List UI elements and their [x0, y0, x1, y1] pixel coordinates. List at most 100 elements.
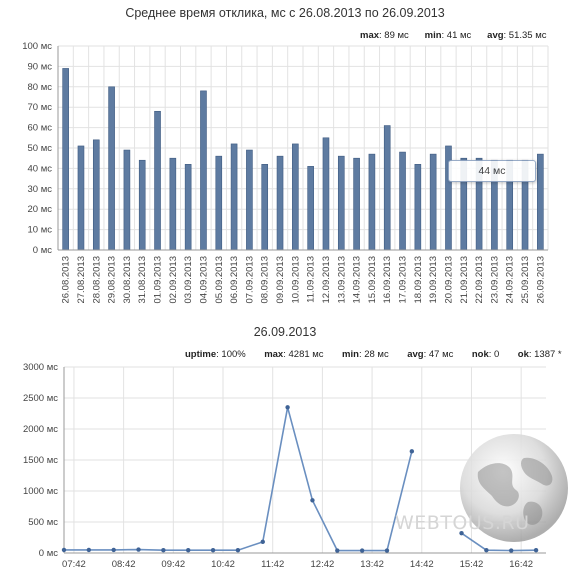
y-tick-label: 3000 мс — [23, 362, 58, 373]
bar — [138, 159, 146, 251]
bar — [307, 166, 314, 251]
y-tick-label: 1000 мс — [23, 486, 58, 497]
data-point — [459, 530, 464, 536]
bar — [108, 86, 115, 251]
bar-chart-title: Среднее время отклика, мс с 26.08.2013 п… — [125, 6, 445, 20]
stat-min: min: 28 мс — [342, 349, 389, 360]
x-tick-label: 28.08.2013 — [91, 256, 102, 304]
bar — [368, 153, 376, 251]
data-point — [509, 548, 514, 553]
data-point — [335, 548, 340, 553]
data-point — [210, 548, 216, 553]
data-point — [310, 498, 315, 503]
y-tick-label: 40 мс — [28, 163, 53, 174]
x-tick-label: 16:42 — [509, 559, 533, 570]
x-tick-label: 07.09.2013 — [244, 256, 255, 304]
y-tick-label: 70 мс — [28, 102, 53, 113]
data-point — [161, 548, 166, 553]
y-tick-label: 0 мс — [39, 548, 58, 559]
x-tick-label: 10.09.2013 — [290, 256, 301, 304]
bar — [399, 151, 406, 251]
x-tick-label: 31.08.2013 — [137, 256, 148, 304]
y-tick-label: 100 мс — [22, 41, 52, 52]
x-tick-label: 20.09.2013 — [443, 256, 454, 304]
y-tick-label: 2500 мс — [23, 393, 58, 404]
x-tick-label: 17.09.2013 — [398, 256, 409, 304]
stat-avg: avg: 47 мс — [407, 349, 454, 360]
x-tick-label: 10:42 — [211, 559, 235, 570]
bar — [537, 153, 544, 251]
bar-tooltip: 44 мс — [448, 160, 536, 182]
y-tick-label: 500 мс — [28, 517, 58, 528]
x-tick-label: 26.09.2013 — [535, 256, 546, 304]
x-tick-label: 22.09.2013 — [474, 256, 485, 304]
data-point — [384, 548, 390, 553]
y-tick-label: 30 мс — [28, 184, 53, 195]
x-tick-label: 14.09.2013 — [352, 256, 363, 304]
x-tick-label: 11:42 — [261, 559, 284, 570]
line-chart-stats: uptime: 100% max: 4281 мс min: 28 мс avg… — [185, 349, 562, 360]
x-tick-label: 15:42 — [460, 559, 484, 570]
y-tick-label: 50 мс — [28, 143, 53, 154]
x-tick-label: 19.09.2013 — [428, 256, 439, 304]
bar — [123, 149, 131, 251]
watermark-text: WEBTOUS.RU — [395, 512, 530, 534]
data-point — [533, 548, 539, 553]
x-tick-label: 05.09.2013 — [214, 256, 225, 304]
bar — [230, 143, 238, 251]
stat-nok: nok: 0 — [471, 349, 500, 360]
data-point — [136, 547, 141, 552]
stat-max: max: 89 мс — [360, 30, 409, 41]
x-tick-label: 04.09.2013 — [198, 256, 209, 304]
bar — [200, 90, 207, 251]
x-tick-label: 13:42 — [360, 559, 384, 570]
y-tick-label: 0 мс — [33, 245, 52, 256]
bar — [215, 155, 223, 251]
bar — [154, 110, 161, 251]
line-chart-title: 26.09.2013 — [253, 325, 317, 339]
x-tick-label: 18.09.2013 — [413, 256, 424, 304]
x-tick-label: 13.09.2013 — [336, 256, 347, 304]
x-tick-label: 21.09.2013 — [459, 256, 470, 304]
y-tick-label: 60 мс — [28, 123, 53, 134]
data-point — [186, 548, 191, 553]
bar — [62, 68, 69, 251]
x-tick-label: 30.08.2013 — [122, 256, 133, 304]
stat-max: max: 4281 мс — [264, 349, 324, 360]
x-tick-label: 12:42 — [311, 559, 335, 570]
data-point — [111, 547, 116, 553]
bar-chart-stats: max: 89 мс min: 41 мс avg: 51.35 мс — [360, 30, 547, 41]
stat-min: min: 41 мс — [424, 30, 472, 41]
bar — [184, 164, 192, 251]
bar-chart[interactable]: 0 мс 10 мс 20 мс 30 мс 40 мс 50 мс 60 мс 70 мс 8… — [0, 36, 570, 316]
x-tick-label: 11.09.2013 — [306, 256, 317, 303]
x-tick-label: 16.09.2013 — [382, 256, 393, 304]
x-tick-label: 09:42 — [161, 559, 185, 570]
bar — [429, 153, 437, 251]
bar — [353, 157, 360, 251]
bar — [261, 164, 269, 251]
data-point — [285, 405, 290, 410]
x-tick-label: 01.09.2013 — [153, 256, 164, 304]
x-tick-label: 23.09.2013 — [489, 256, 500, 304]
x-tick-label: 15.09.2013 — [367, 256, 378, 304]
x-tick-label: 25.09.2013 — [520, 256, 531, 304]
x-tick-label: 08.09.2013 — [260, 256, 271, 304]
x-tick-label: 27.08.2013 — [76, 256, 87, 304]
x-tick-label: 26.08.2013 — [61, 256, 72, 304]
x-tick-label: 12.09.2013 — [321, 256, 332, 304]
stat-ok: ok: 1387 * — [517, 349, 562, 360]
data-point — [409, 449, 415, 454]
bar — [292, 143, 299, 251]
x-tick-label: 06.09.2013 — [229, 256, 240, 304]
data-point — [61, 547, 67, 553]
y-tick-label: 80 мс — [28, 82, 53, 93]
bar — [414, 164, 422, 251]
series-line — [461, 532, 537, 552]
data-point — [260, 539, 265, 545]
y-tick-label: 2000 мс — [23, 424, 58, 435]
bar — [92, 139, 100, 251]
y-tick-label: 90 мс — [28, 61, 53, 72]
data-point — [86, 547, 92, 553]
bar — [383, 125, 391, 251]
